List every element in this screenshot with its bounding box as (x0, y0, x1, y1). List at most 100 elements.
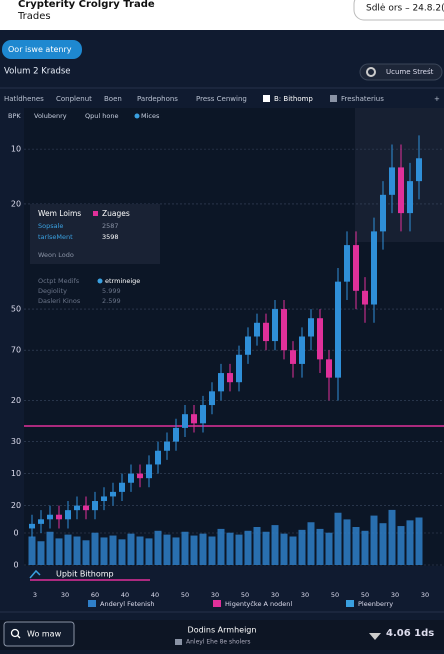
candle-body (218, 373, 224, 392)
candle-body (209, 391, 215, 406)
toggle[interactable] (359, 63, 443, 81)
volume-bar (343, 519, 351, 565)
volume-bar (370, 515, 378, 565)
legend-label: Anderyl Fetenish (100, 600, 154, 608)
volume-bar (289, 536, 297, 565)
candle-body (326, 359, 332, 378)
volume-bar (262, 531, 270, 565)
candle-body (92, 501, 98, 511)
volume-bar (244, 530, 252, 565)
tab[interactable]: B: Bithomp (274, 95, 313, 103)
candle-body (164, 441, 170, 451)
volume-bar (127, 533, 135, 565)
volume-bar (406, 520, 414, 565)
y-tick-label: 70 (11, 346, 21, 355)
x-tick-label: 50 (361, 591, 369, 599)
footer-title: Dodins Armheign (188, 626, 257, 635)
y-tick-label: 30 (11, 437, 21, 446)
date-pill[interactable] (353, 0, 444, 21)
search-icon (10, 628, 20, 638)
tooltip-series: etrmineige (105, 277, 140, 285)
tooltip-title: Wem Loims (38, 209, 81, 218)
volume-bar (64, 534, 72, 565)
legend-swatch (213, 600, 221, 607)
y-tick-label: 50 (11, 305, 21, 314)
legend-item: BPK (8, 112, 21, 120)
candle-body (182, 414, 188, 428)
tab[interactable]: Pardephons (137, 95, 178, 103)
volume-bar (136, 536, 144, 565)
volume-bar (172, 537, 180, 565)
search-button[interactable] (3, 621, 75, 647)
candle-body (200, 405, 206, 424)
candle-body (362, 290, 368, 305)
y-tick-label: 10 (11, 469, 21, 478)
legend-item: Volubenry (34, 112, 67, 120)
tooltip-value: 2587 (102, 222, 119, 230)
x-tick-label: 30 (211, 591, 219, 599)
tooltip-label: tarlseMent (38, 233, 73, 241)
candle-body (38, 519, 44, 524)
volume-bar (100, 537, 108, 565)
candle-body (227, 373, 233, 383)
tab[interactable]: Freshaterius (341, 95, 384, 103)
caption-icon (29, 569, 41, 579)
candle-body (407, 181, 413, 214)
title: Trades (17, 11, 51, 22)
tooltip-swatch (97, 278, 103, 284)
toggle-icon (366, 67, 376, 77)
legend-label: Higentyčke A nodenl (225, 600, 292, 608)
tooltip-label: Octpt Medifs (38, 277, 80, 285)
candle-body (191, 414, 197, 424)
tab[interactable]: + (434, 95, 440, 103)
candle-body (101, 496, 107, 502)
candle-body (236, 354, 242, 383)
candle-body (119, 482, 125, 492)
tooltip-value: 3598 (102, 233, 119, 241)
tab[interactable]: Press Cenwing (196, 95, 247, 103)
candle-body (371, 231, 377, 305)
volume-bar (361, 530, 369, 565)
title: Crypterity Crolgry Trade (18, 0, 155, 10)
tab[interactable]: Conplenut (56, 95, 92, 103)
y-tick-label: 0 (13, 529, 18, 538)
x-tick-label: 30 (421, 591, 429, 599)
candle-body (317, 318, 323, 360)
action-button[interactable] (2, 40, 82, 59)
volume-bar (325, 532, 333, 565)
candle-body (245, 336, 251, 355)
volume-bar (28, 536, 36, 565)
legend-dot (134, 113, 140, 119)
tab[interactable]: Hatldhenes (4, 95, 44, 103)
volume-bar (415, 517, 423, 565)
volume-bar (217, 528, 225, 565)
candle-body (155, 450, 161, 465)
x-tick-label: 40 (121, 591, 129, 599)
button-label: Oor iswe atenry (8, 45, 72, 54)
y-tick-label: 20 (11, 396, 21, 405)
candle-body (416, 158, 422, 182)
candle-body (398, 167, 404, 214)
x-tick-label: 30 (271, 591, 279, 599)
legend-item: Qpul hone (85, 112, 118, 120)
tooltip-label: Sopsale (38, 222, 63, 230)
candle-body (110, 491, 116, 497)
volume-bar (109, 535, 117, 565)
tab[interactable]: Boen (104, 95, 122, 103)
candle-body (290, 350, 296, 364)
volume-bar (37, 541, 45, 565)
volume-bar (55, 538, 63, 565)
volume-bar (280, 533, 288, 565)
candle-body (272, 309, 278, 342)
checkbox (330, 95, 337, 102)
candle-body (83, 505, 89, 511)
volume-bar (82, 540, 90, 565)
volume-bar (352, 527, 360, 565)
tooltip-label: Degiolity (38, 287, 67, 295)
candle-body (128, 473, 134, 483)
candle-body (389, 167, 395, 195)
checkbox (263, 95, 270, 102)
candle-body (56, 514, 62, 520)
y-tick-label: 10 (11, 145, 21, 154)
